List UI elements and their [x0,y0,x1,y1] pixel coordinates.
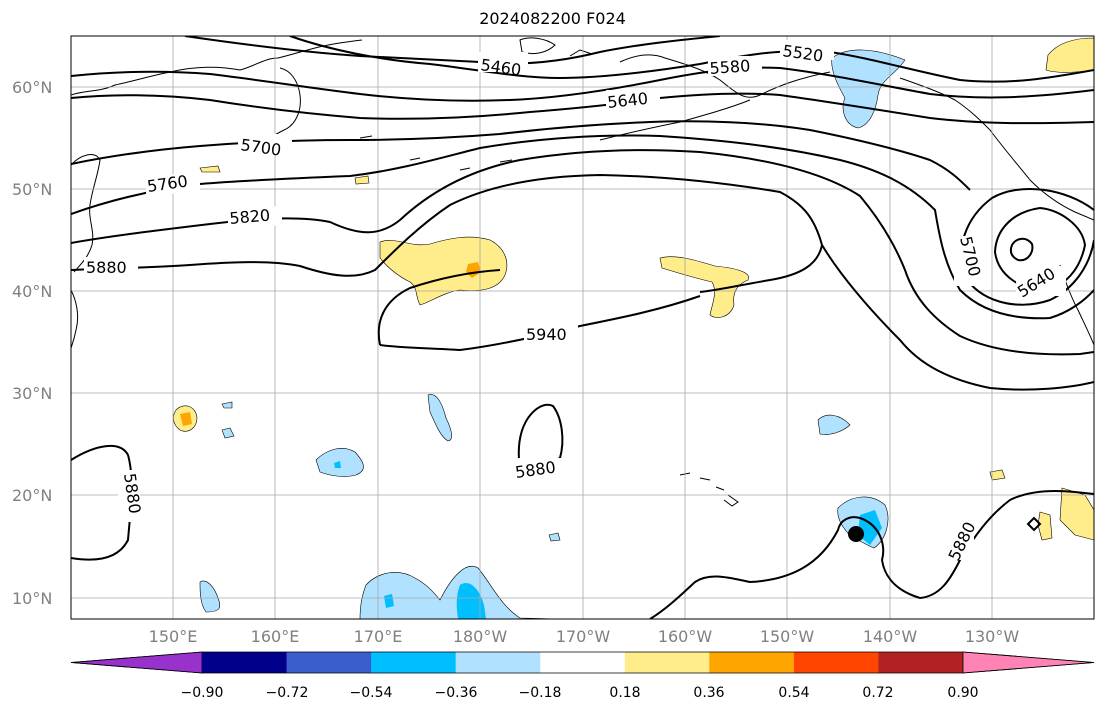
colorbar-tick-labels: −0.90 −0.72 −0.54 −0.36 −0.18 0.18 0.36 … [181,685,979,701]
colorbar-segment [878,652,964,673]
positive-anomaly-region [1045,37,1094,73]
colorbar-segment [624,652,710,673]
lon-label: 140°W [863,627,918,646]
contour-label: 5640 [606,89,648,112]
colorbar-segment [202,652,288,673]
storm-position-dot [848,526,864,542]
colorbar-tick-label: 0.90 [947,685,978,701]
negative-anomaly-region [817,414,851,435]
positive-anomaly-region [989,469,1006,481]
contour-5700 [71,120,971,191]
latitude-labels: 60°N 50°N 40°N 30°N 20°N 10°N [12,78,52,608]
negative-anomaly-region [427,394,452,442]
lon-label: 150°W [760,627,815,646]
map-frame [70,35,1095,620]
lon-label: 130°W [965,627,1020,646]
lon-label: 180°W [453,627,508,646]
lon-label: 150°E [149,627,198,646]
contour-5880 [71,173,824,293]
contour-5880-south [821,244,1094,391]
colorbar-tick-label: −0.36 [435,685,478,701]
contour-small [1026,516,1042,532]
positive-anomaly-core [180,412,192,426]
lat-label: 10°N [12,589,52,608]
colorbar-tick-label: −0.54 [350,685,393,701]
positive-anomaly-region [354,175,370,185]
colorbar-segment [793,652,879,673]
lat-label: 30°N [12,384,52,403]
colorbar-extend-high [962,651,1095,674]
contour-5520 [289,36,1094,83]
shaded-anomalies [173,37,1094,619]
contour-5760 [71,134,1094,320]
colorbar-tick-label: 0.18 [609,685,640,701]
colorbar-segment [371,652,457,673]
lon-label: 160°E [251,627,300,646]
negative-anomaly-region [548,532,561,542]
negative-anomaly-core [384,594,394,608]
colorbar-tick-label: 0.36 [693,685,724,701]
colorbar-tick-label: −0.72 [266,685,309,701]
negative-anomaly-core [456,582,486,619]
positive-anomaly-region [659,256,749,318]
colorbar-segment [709,652,795,673]
colorbar-outline [70,651,1095,674]
contour-inner-low [1009,237,1034,262]
positive-anomaly-region [199,165,221,173]
colorbar [70,651,1095,674]
contour-5580 [71,66,1094,102]
negative-anomaly-region [221,427,235,439]
map-title: 2024082200 F024 [479,9,626,28]
contour-label-group: 5460 5520 5580 5640 5700 5760 5820 5880 … [84,40,1066,564]
colorbar-extend-low [70,651,203,674]
negative-anomaly-core [334,461,341,468]
positive-anomaly-region [379,236,508,306]
contour-5640 [71,92,1094,125]
lat-label: 50°N [12,180,52,199]
contour-5940 [377,269,501,346]
lat-label: 20°N [12,486,52,505]
colorbar-tick-label: 0.54 [778,685,809,701]
contour-label: 5580 [709,56,751,78]
map-area [71,36,1094,619]
lat-label: 60°N [12,78,52,97]
lon-label: 170°W [556,627,611,646]
contour-label: 5820 [229,206,271,228]
colorbar-segment [455,652,541,673]
colorbar-tick-label: −0.18 [519,685,562,701]
lon-label: 170°E [354,627,403,646]
longitude-labels: 150°E 160°E 170°E 180°W 170°W 160°W 150°… [149,627,1020,646]
colorbar-segment [286,652,372,673]
contour-5880-east [649,489,1094,619]
colorbar-tick-label: −0.90 [181,685,224,701]
lat-label: 40°N [12,282,52,301]
negative-anomaly-region [221,401,233,409]
colorbar-tick-label: 0.72 [862,685,893,701]
contour-label: 5880 [86,258,127,277]
lon-label: 160°W [658,627,713,646]
colorbar-segment [540,652,626,673]
contour-label: 5940 [526,325,567,344]
